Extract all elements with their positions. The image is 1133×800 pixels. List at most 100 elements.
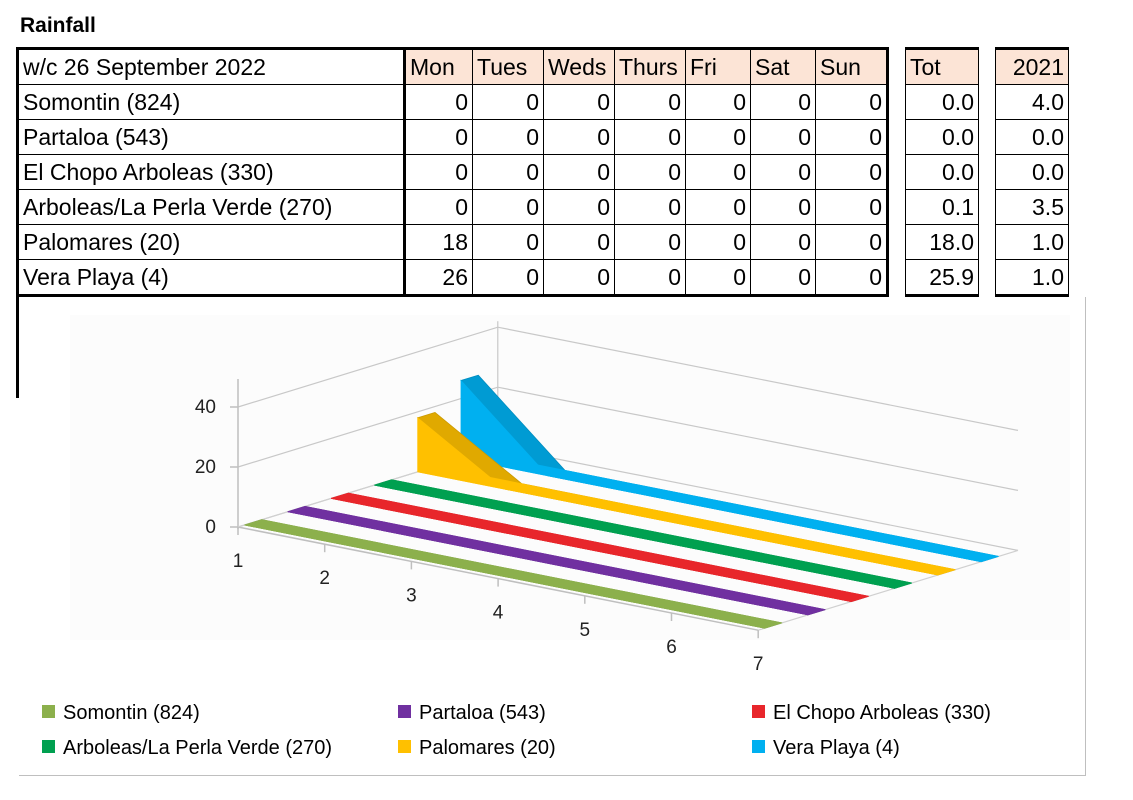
day-value: 0 [543,189,615,225]
table-row: Somontin (824) 0 0 0 0 0 0 0 0.0 4.0 [16,84,1069,120]
legend-item: Arboleas/La Perla Verde (270) [42,737,332,760]
series-ribbon [460,452,999,563]
day-value: 0 [815,259,889,297]
day-value: 0 [685,189,751,225]
day-value: 0 [404,84,473,120]
page-title: Rainfall [20,14,96,37]
day-value: 0 [685,154,751,190]
y-tick-label: 20 [195,457,216,478]
series-ribbon [417,466,956,576]
legend-item: Partaloa (543) [398,702,546,725]
table-row: Arboleas/La Perla Verde (270) 0 0 0 0 0 … [16,189,1069,225]
day-value: 0 [543,84,615,120]
legend-item: El Chopo Arboleas (330) [752,702,991,725]
day-value: 0 [614,84,686,120]
legend-swatch [398,740,411,754]
tot-value: 0.1 [905,189,979,225]
legend-label: Arboleas/La Perla Verde (270) [63,737,333,759]
day-header: Sun [815,47,889,85]
day-value: 0 [543,119,615,155]
day-value: 0 [472,259,544,297]
x-tick-label: 3 [406,585,417,606]
x-tick-label: 5 [580,620,591,641]
legend-swatch [42,740,55,754]
x-tick-label: 7 [753,654,764,675]
day-value: 0 [815,119,889,155]
legend-label: El Chopo Arboleas (330) [773,702,991,724]
legend-label: Somontin (824) [63,702,200,724]
day-value: 0 [685,224,751,260]
day-value: 26 [404,259,473,297]
day-value: 0 [614,224,686,260]
table-row: Partaloa (543) 0 0 0 0 0 0 0 0.0 0.0 [16,119,1069,155]
day-value: 0 [472,154,544,190]
year-value: 4.0 [995,84,1069,120]
legend-swatch [752,705,765,719]
day-header: Thurs [614,47,686,85]
tot-value: 0.0 [905,84,979,120]
day-value: 18 [404,224,473,260]
day-value: 0 [685,259,751,297]
day-value: 0 [543,259,615,297]
day-value: 0 [750,119,816,155]
day-header: Weds [543,47,615,85]
day-value: 0 [815,154,889,190]
location-name: Vera Playa (4) [16,259,406,297]
day-value: 0 [815,224,889,260]
series-ribbon [287,505,826,616]
table-header-row: w/c 26 September 2022 Mon Tues Weds Thur… [16,47,1069,85]
x-tick-label: 1 [233,551,244,572]
location-name: El Chopo Arboleas (330) [16,154,406,190]
day-value: 0 [685,119,751,155]
week-label: w/c 26 September 2022 [16,47,406,85]
tot-value: 18.0 [905,224,979,260]
day-value: 0 [750,84,816,120]
legend-item: Palomares (20) [398,737,556,760]
tot-value: 0.0 [905,154,979,190]
tot-value: 25.9 [905,259,979,297]
x-tick-label: 2 [319,568,330,589]
y-tick-label: 0 [205,517,216,538]
gridline [237,326,1019,431]
tot-value: 0.0 [905,119,979,155]
day-value: 0 [815,189,889,225]
day-value: 0 [404,189,473,225]
day-header: Fri [685,47,751,85]
table-row: Vera Playa (4) 26 0 0 0 0 0 0 25.9 1.0 [16,259,1069,297]
day-value: 0 [614,189,686,225]
rainfall-table: w/c 26 September 2022 Mon Tues Weds Thur… [16,47,1069,297]
year-header: 2021 [995,47,1069,85]
legend-item: Somontin (824) [42,702,200,725]
gridline [237,386,1019,491]
floor-right-edge [758,549,1019,631]
table-frame-edge [16,295,19,398]
year-value: 1.0 [995,259,1069,297]
y-tick-label: 40 [195,397,216,418]
day-value: 0 [404,154,473,190]
legend-label: Palomares (20) [419,737,556,759]
series-ribbon [330,492,869,603]
series-ribbon [244,519,783,629]
x-tick-label: 6 [666,637,677,658]
legend-swatch [398,705,411,719]
table-row: El Chopo Arboleas (330) 0 0 0 0 0 0 0 0.… [16,154,1069,190]
location-name: Partaloa (543) [16,119,406,155]
day-value: 0 [472,189,544,225]
legend-item: Vera Playa (4) [752,737,900,760]
location-name: Palomares (20) [16,224,406,260]
year-value: 3.5 [995,189,1069,225]
x-tick-label: 4 [493,603,504,624]
legend-swatch [752,740,765,754]
legend-swatch [42,705,55,719]
legend-label: Vera Playa (4) [773,737,900,759]
day-value: 0 [750,224,816,260]
day-value: 0 [614,259,686,297]
legend-label: Partaloa (543) [419,702,546,724]
day-value: 0 [750,154,816,190]
day-value: 0 [472,84,544,120]
tot-header: Tot [905,47,979,85]
day-header: Sat [750,47,816,85]
location-name: Arboleas/La Perla Verde (270) [16,189,406,225]
series-ribbon [374,479,913,589]
